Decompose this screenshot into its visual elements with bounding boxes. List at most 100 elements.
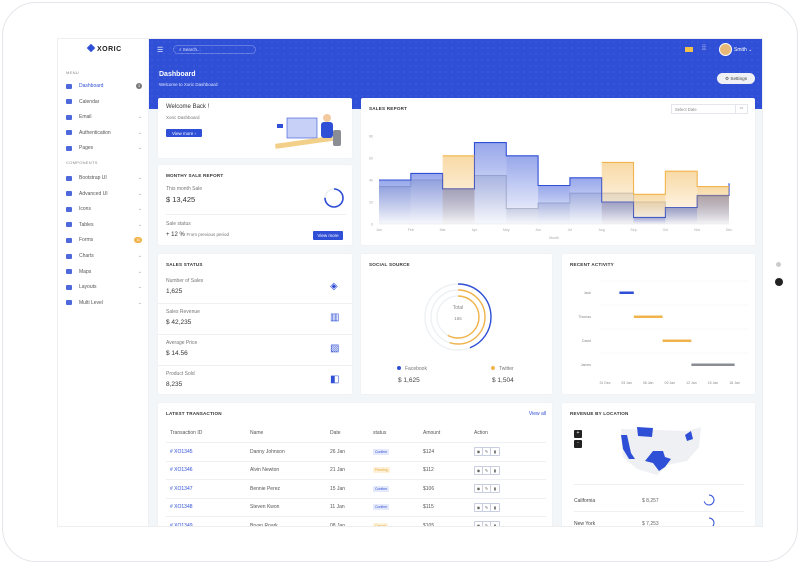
delete-icon[interactable]: ▮ <box>493 504 497 510</box>
sidebar-item-label: Bootstrap UI <box>79 175 107 181</box>
sale-status-label: Sale status <box>166 221 191 227</box>
sidebar-item-label: Layouts <box>79 284 97 291</box>
sidebar-item-icons[interactable]: Icons ⌄ <box>66 203 142 215</box>
advanced-icon <box>66 191 72 197</box>
edit-icon[interactable]: ✎ <box>483 466 491 474</box>
view-icon[interactable]: ◉ <box>475 466 483 474</box>
action-group: ◉ ✎ ▮ <box>474 447 500 457</box>
customer-name: Bryan Roark <box>246 516 326 526</box>
search-input[interactable]: ⌕ Search... <box>173 45 256 54</box>
icons-icon <box>66 206 72 212</box>
welcome-subtitle: Xoric Dashboard <box>166 115 200 120</box>
sales-step-area <box>601 162 634 224</box>
settings-button[interactable]: ⚙ Settings <box>717 73 755 84</box>
view-icon[interactable]: ◉ <box>475 485 483 493</box>
user-menu[interactable]: Smith ⌄ <box>734 47 753 53</box>
action-group: ◉ ✎ ▮ <box>474 465 500 475</box>
chevron-down-icon: ⌄ <box>137 206 142 213</box>
sales-status-card: SALES STATUS Number of Sales 1,625 ◈ Sales … <box>158 254 352 394</box>
map-icon <box>66 269 72 275</box>
map-zoom-in-button[interactable]: + <box>574 430 582 438</box>
stat-label: Product Sold <box>166 371 195 377</box>
sidebar-item-label: Email <box>79 114 92 121</box>
view-icon[interactable]: ◉ <box>475 448 483 456</box>
layers-icon: ◈ <box>330 281 338 292</box>
stat-label: Average Price <box>166 340 198 346</box>
logo[interactable]: XORIC <box>86 43 122 53</box>
components-section-label: COMPONENTS <box>66 160 98 165</box>
divider <box>166 214 346 215</box>
sidebar-item-multi-level[interactable]: Multi Level ⌄ <box>66 297 142 309</box>
column-header: Name <box>246 424 326 443</box>
delete-icon[interactable]: ▮ <box>493 467 497 473</box>
table-icon <box>66 222 72 228</box>
view-icon[interactable]: ◉ <box>475 522 483 526</box>
sidebar-badge: 3 <box>136 83 142 89</box>
column-header: Transaction ID <box>166 424 246 443</box>
sidebar-item-pages[interactable]: Pages ⌄ <box>66 142 142 154</box>
sidebar-item-authentication[interactable]: Authentication ⌄ <box>66 127 142 139</box>
chevron-down-icon: ⌄ <box>137 145 142 152</box>
view-all-link[interactable]: View all <box>528 411 546 417</box>
sidebar-item-label: Tables <box>79 221 94 228</box>
sidebar-item-bootstrap-ui[interactable]: Bootstrap UI ⌄ <box>66 172 142 184</box>
x-tick-label: Oct <box>663 228 668 232</box>
calendar-icon[interactable]: ▭ <box>735 105 747 113</box>
sidebar-item-label: Multi Level <box>79 299 103 306</box>
sidebar-item-label: Maps <box>79 268 92 275</box>
transaction-id-link[interactable]: # XO1349 <box>166 516 246 526</box>
social-source-card: SOCIAL SOURCE Total 166 Facebook $ 1,625 T… <box>361 254 552 394</box>
sales-step-area <box>379 180 411 224</box>
x-tick-label: Feb <box>408 228 414 232</box>
ring-arc <box>430 289 486 345</box>
transaction-id-link[interactable]: # XO1347 <box>166 479 246 499</box>
sidebar-item-tables[interactable]: Tables ⌄ <box>66 219 142 231</box>
delete-icon[interactable]: ▮ <box>493 486 497 492</box>
map-zoom-out-button[interactable]: - <box>574 440 582 448</box>
sales-step-area <box>697 186 729 224</box>
edit-icon[interactable]: ✎ <box>483 522 491 526</box>
table-row: # XO1345 Danny Johnson 26 Jan Confirm $124 ◉ ✎… <box>166 442 546 462</box>
sidebar-item-maps[interactable]: Maps ⌄ <box>66 266 142 278</box>
edit-icon[interactable]: ✎ <box>483 448 491 456</box>
stat-value: $ 42,235 <box>166 319 192 326</box>
transaction-id-link[interactable]: # XO1345 <box>166 442 246 462</box>
x-axis-label: Month <box>549 236 559 240</box>
menu-toggle-icon[interactable]: ☰ <box>157 47 164 54</box>
ring-arc <box>424 283 492 351</box>
view-icon[interactable]: ◉ <box>475 503 483 511</box>
divider <box>574 511 744 512</box>
chevron-down-icon: ⌄ <box>137 129 142 136</box>
status-badge: Confirm <box>373 504 390 511</box>
avatar[interactable] <box>719 43 732 56</box>
welcome-view-more-button[interactable]: View more › <box>166 129 202 137</box>
sidebar-item-advanced-ui[interactable]: Advanced UI ⌄ <box>66 188 142 200</box>
sales-step-area <box>474 142 507 224</box>
activity-bar <box>619 291 634 294</box>
transaction-date: 08 Jan <box>326 516 369 526</box>
sidebar-item-dashboard[interactable]: Dashboard 3 <box>66 80 142 92</box>
transaction-id-link[interactable]: # XO1346 <box>166 461 246 480</box>
x-tick-label: 31 Dec <box>599 381 610 385</box>
sales-status-item: Sales Revenue $ 42,235 ▥ <box>158 304 352 335</box>
dashboard-icon <box>66 83 72 89</box>
sidebar-item-calendar[interactable]: Calendar <box>66 96 142 108</box>
activity-bar <box>662 339 692 342</box>
monthly-view-more-button[interactable]: View more <box>313 231 343 240</box>
sidebar-item-charts[interactable]: Charts ⌄ <box>66 250 142 262</box>
edit-icon[interactable]: ✎ <box>483 503 491 511</box>
sensor <box>776 262 781 267</box>
sidebar-item-forms[interactable]: Forms 11 <box>66 234 142 246</box>
sales-step-area <box>442 155 475 224</box>
apps-grid-icon[interactable]: ⁞⁞ <box>702 45 706 52</box>
flag-icon[interactable] <box>685 47 693 52</box>
x-tick-label: Jul <box>568 228 573 232</box>
delete-icon[interactable]: ▮ <box>493 449 497 455</box>
chevron-down-icon: ⌄ <box>137 284 142 291</box>
delete-icon[interactable]: ▮ <box>493 523 497 527</box>
sidebar-item-email[interactable]: Email ⌄ <box>66 111 142 123</box>
sidebar-item-layouts[interactable]: Layouts ⌄ <box>66 281 142 293</box>
edit-icon[interactable]: ✎ <box>483 485 491 493</box>
transaction-id-link[interactable]: # XO1348 <box>166 498 246 517</box>
date-picker-input[interactable]: Select Date ▭ <box>671 104 748 114</box>
